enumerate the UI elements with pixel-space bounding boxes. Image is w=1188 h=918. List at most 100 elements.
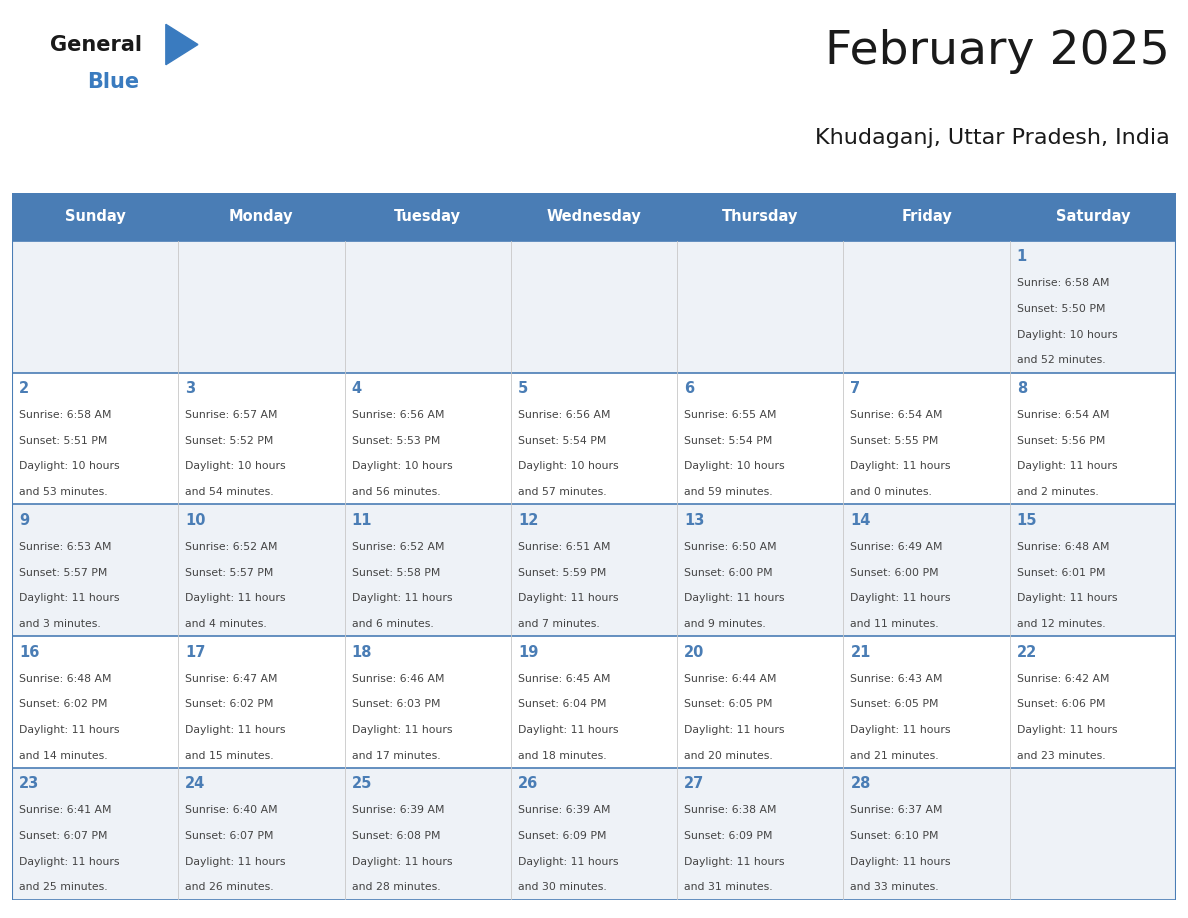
Polygon shape <box>166 24 198 64</box>
Text: and 28 minutes.: and 28 minutes. <box>352 882 440 892</box>
Text: Sunrise: 6:58 AM: Sunrise: 6:58 AM <box>1017 278 1110 288</box>
Text: and 18 minutes.: and 18 minutes. <box>518 751 606 761</box>
Text: Sunset: 6:04 PM: Sunset: 6:04 PM <box>518 700 606 710</box>
Text: Sunrise: 6:54 AM: Sunrise: 6:54 AM <box>1017 410 1110 420</box>
Text: General: General <box>50 35 143 54</box>
Text: and 59 minutes.: and 59 minutes. <box>684 487 772 498</box>
Text: Daylight: 11 hours: Daylight: 11 hours <box>684 856 784 867</box>
Text: Sunset: 6:00 PM: Sunset: 6:00 PM <box>684 567 772 577</box>
Text: 5: 5 <box>518 381 529 396</box>
Text: Sunset: 5:56 PM: Sunset: 5:56 PM <box>1017 436 1105 446</box>
Text: 13: 13 <box>684 513 704 528</box>
Text: Sunrise: 6:45 AM: Sunrise: 6:45 AM <box>518 674 611 684</box>
Text: Daylight: 11 hours: Daylight: 11 hours <box>851 462 950 472</box>
Text: and 26 minutes.: and 26 minutes. <box>185 882 273 892</box>
Text: Daylight: 11 hours: Daylight: 11 hours <box>185 593 285 603</box>
Text: 18: 18 <box>352 644 372 660</box>
Text: Sunset: 6:03 PM: Sunset: 6:03 PM <box>352 700 440 710</box>
Bar <box>12 193 1176 241</box>
Text: Sunrise: 6:51 AM: Sunrise: 6:51 AM <box>518 542 611 552</box>
Text: and 3 minutes.: and 3 minutes. <box>19 619 101 629</box>
Text: 15: 15 <box>1017 513 1037 528</box>
Text: Sunset: 6:07 PM: Sunset: 6:07 PM <box>19 831 107 841</box>
Text: and 6 minutes.: and 6 minutes. <box>352 619 434 629</box>
Text: 7: 7 <box>851 381 860 396</box>
Text: 19: 19 <box>518 644 538 660</box>
Text: Sunset: 6:05 PM: Sunset: 6:05 PM <box>851 700 939 710</box>
Text: Sunrise: 6:37 AM: Sunrise: 6:37 AM <box>851 805 943 815</box>
Text: Sunset: 6:02 PM: Sunset: 6:02 PM <box>185 700 273 710</box>
Text: 28: 28 <box>851 777 871 791</box>
Text: and 31 minutes.: and 31 minutes. <box>684 882 772 892</box>
Text: February 2025: February 2025 <box>826 28 1170 74</box>
Text: Sunrise: 6:52 AM: Sunrise: 6:52 AM <box>352 542 444 552</box>
Text: Daylight: 10 hours: Daylight: 10 hours <box>185 462 286 472</box>
Text: 10: 10 <box>185 513 206 528</box>
Text: Daylight: 10 hours: Daylight: 10 hours <box>684 462 785 472</box>
Text: 27: 27 <box>684 777 704 791</box>
Text: Daylight: 10 hours: Daylight: 10 hours <box>518 462 619 472</box>
Text: Sunset: 6:08 PM: Sunset: 6:08 PM <box>352 831 440 841</box>
Text: 2: 2 <box>19 381 29 396</box>
Text: Daylight: 11 hours: Daylight: 11 hours <box>684 725 784 735</box>
Text: Sunrise: 6:48 AM: Sunrise: 6:48 AM <box>19 674 112 684</box>
Text: 1: 1 <box>1017 250 1028 264</box>
Text: and 4 minutes.: and 4 minutes. <box>185 619 267 629</box>
Text: Sunset: 5:54 PM: Sunset: 5:54 PM <box>518 436 606 446</box>
Text: Daylight: 11 hours: Daylight: 11 hours <box>1017 725 1117 735</box>
Text: 3: 3 <box>185 381 195 396</box>
Text: Daylight: 11 hours: Daylight: 11 hours <box>1017 462 1117 472</box>
Text: 11: 11 <box>352 513 372 528</box>
Text: Daylight: 11 hours: Daylight: 11 hours <box>851 725 950 735</box>
Text: 12: 12 <box>518 513 538 528</box>
Text: 17: 17 <box>185 644 206 660</box>
Text: Sunrise: 6:56 AM: Sunrise: 6:56 AM <box>518 410 611 420</box>
Text: 24: 24 <box>185 777 206 791</box>
Text: Sunset: 5:51 PM: Sunset: 5:51 PM <box>19 436 107 446</box>
Text: Sunrise: 6:48 AM: Sunrise: 6:48 AM <box>1017 542 1110 552</box>
Text: Sunrise: 6:54 AM: Sunrise: 6:54 AM <box>851 410 943 420</box>
Bar <box>12 373 1176 504</box>
Text: Thursday: Thursday <box>722 209 798 224</box>
Text: 26: 26 <box>518 777 538 791</box>
Text: Daylight: 11 hours: Daylight: 11 hours <box>1017 593 1117 603</box>
Text: Sunset: 6:09 PM: Sunset: 6:09 PM <box>684 831 772 841</box>
Text: Sunrise: 6:38 AM: Sunrise: 6:38 AM <box>684 805 777 815</box>
Text: Sunrise: 6:52 AM: Sunrise: 6:52 AM <box>185 542 278 552</box>
Text: Friday: Friday <box>902 209 952 224</box>
Text: and 2 minutes.: and 2 minutes. <box>1017 487 1099 498</box>
Text: Daylight: 11 hours: Daylight: 11 hours <box>518 856 618 867</box>
Text: and 56 minutes.: and 56 minutes. <box>352 487 440 498</box>
Text: 9: 9 <box>19 513 29 528</box>
Text: Wednesday: Wednesday <box>546 209 642 224</box>
Text: and 57 minutes.: and 57 minutes. <box>518 487 606 498</box>
Text: Tuesday: Tuesday <box>394 209 461 224</box>
Text: and 25 minutes.: and 25 minutes. <box>19 882 107 892</box>
Text: Blue: Blue <box>87 72 139 92</box>
Text: Sunrise: 6:55 AM: Sunrise: 6:55 AM <box>684 410 777 420</box>
Text: Sunset: 5:55 PM: Sunset: 5:55 PM <box>851 436 939 446</box>
Text: Daylight: 11 hours: Daylight: 11 hours <box>352 856 451 867</box>
Text: Sunrise: 6:39 AM: Sunrise: 6:39 AM <box>518 805 611 815</box>
Text: and 30 minutes.: and 30 minutes. <box>518 882 607 892</box>
Text: Daylight: 11 hours: Daylight: 11 hours <box>518 725 618 735</box>
Text: Saturday: Saturday <box>1056 209 1130 224</box>
Text: Daylight: 11 hours: Daylight: 11 hours <box>851 593 950 603</box>
Text: Sunset: 5:58 PM: Sunset: 5:58 PM <box>352 567 440 577</box>
Bar <box>12 241 1176 373</box>
Text: Sunset: 5:59 PM: Sunset: 5:59 PM <box>518 567 606 577</box>
Text: 4: 4 <box>352 381 361 396</box>
Text: 25: 25 <box>352 777 372 791</box>
Bar <box>12 504 1176 636</box>
Text: and 21 minutes.: and 21 minutes. <box>851 751 939 761</box>
Text: Sunset: 6:10 PM: Sunset: 6:10 PM <box>851 831 939 841</box>
Text: and 33 minutes.: and 33 minutes. <box>851 882 939 892</box>
Text: and 53 minutes.: and 53 minutes. <box>19 487 107 498</box>
Text: Daylight: 11 hours: Daylight: 11 hours <box>185 725 285 735</box>
Text: Sunrise: 6:49 AM: Sunrise: 6:49 AM <box>851 542 943 552</box>
Text: and 0 minutes.: and 0 minutes. <box>851 487 933 498</box>
Text: 6: 6 <box>684 381 694 396</box>
Text: Sunset: 6:06 PM: Sunset: 6:06 PM <box>1017 700 1105 710</box>
Text: Sunrise: 6:47 AM: Sunrise: 6:47 AM <box>185 674 278 684</box>
Text: Sunset: 6:05 PM: Sunset: 6:05 PM <box>684 700 772 710</box>
